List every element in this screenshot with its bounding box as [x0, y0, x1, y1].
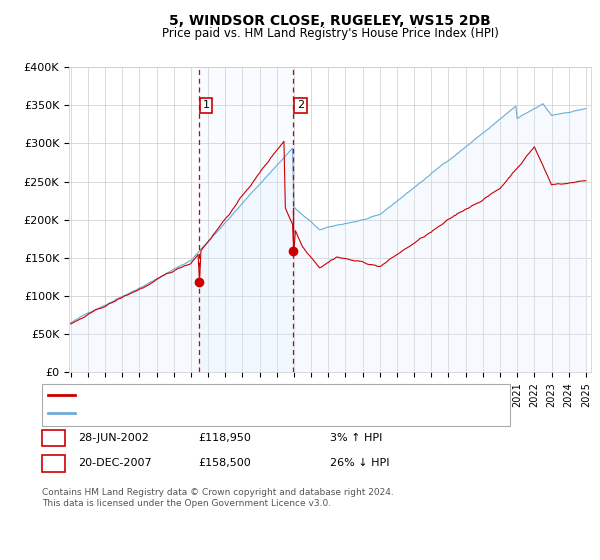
Text: Contains HM Land Registry data © Crown copyright and database right 2024.
This d: Contains HM Land Registry data © Crown c…	[42, 488, 394, 508]
Text: 5, WINDSOR CLOSE, RUGELEY, WS15 2DB (detached house): 5, WINDSOR CLOSE, RUGELEY, WS15 2DB (det…	[81, 390, 394, 400]
Text: HPI: Average price, detached house, Cannock Chase: HPI: Average price, detached house, Cann…	[81, 408, 355, 418]
Text: 26% ↓ HPI: 26% ↓ HPI	[330, 458, 389, 468]
Text: 1: 1	[50, 433, 57, 443]
Text: 2: 2	[297, 100, 304, 110]
Text: 28-JUN-2002: 28-JUN-2002	[78, 433, 149, 443]
Text: 1: 1	[203, 100, 209, 110]
Bar	[199, 67, 293, 372]
Text: £118,950: £118,950	[198, 433, 251, 443]
Text: 5, WINDSOR CLOSE, RUGELEY, WS15 2DB: 5, WINDSOR CLOSE, RUGELEY, WS15 2DB	[169, 14, 491, 28]
Text: 2: 2	[50, 458, 57, 468]
Text: £158,500: £158,500	[198, 458, 251, 468]
Text: 20-DEC-2007: 20-DEC-2007	[78, 458, 152, 468]
Text: Price paid vs. HM Land Registry's House Price Index (HPI): Price paid vs. HM Land Registry's House …	[161, 27, 499, 40]
Text: 3% ↑ HPI: 3% ↑ HPI	[330, 433, 382, 443]
